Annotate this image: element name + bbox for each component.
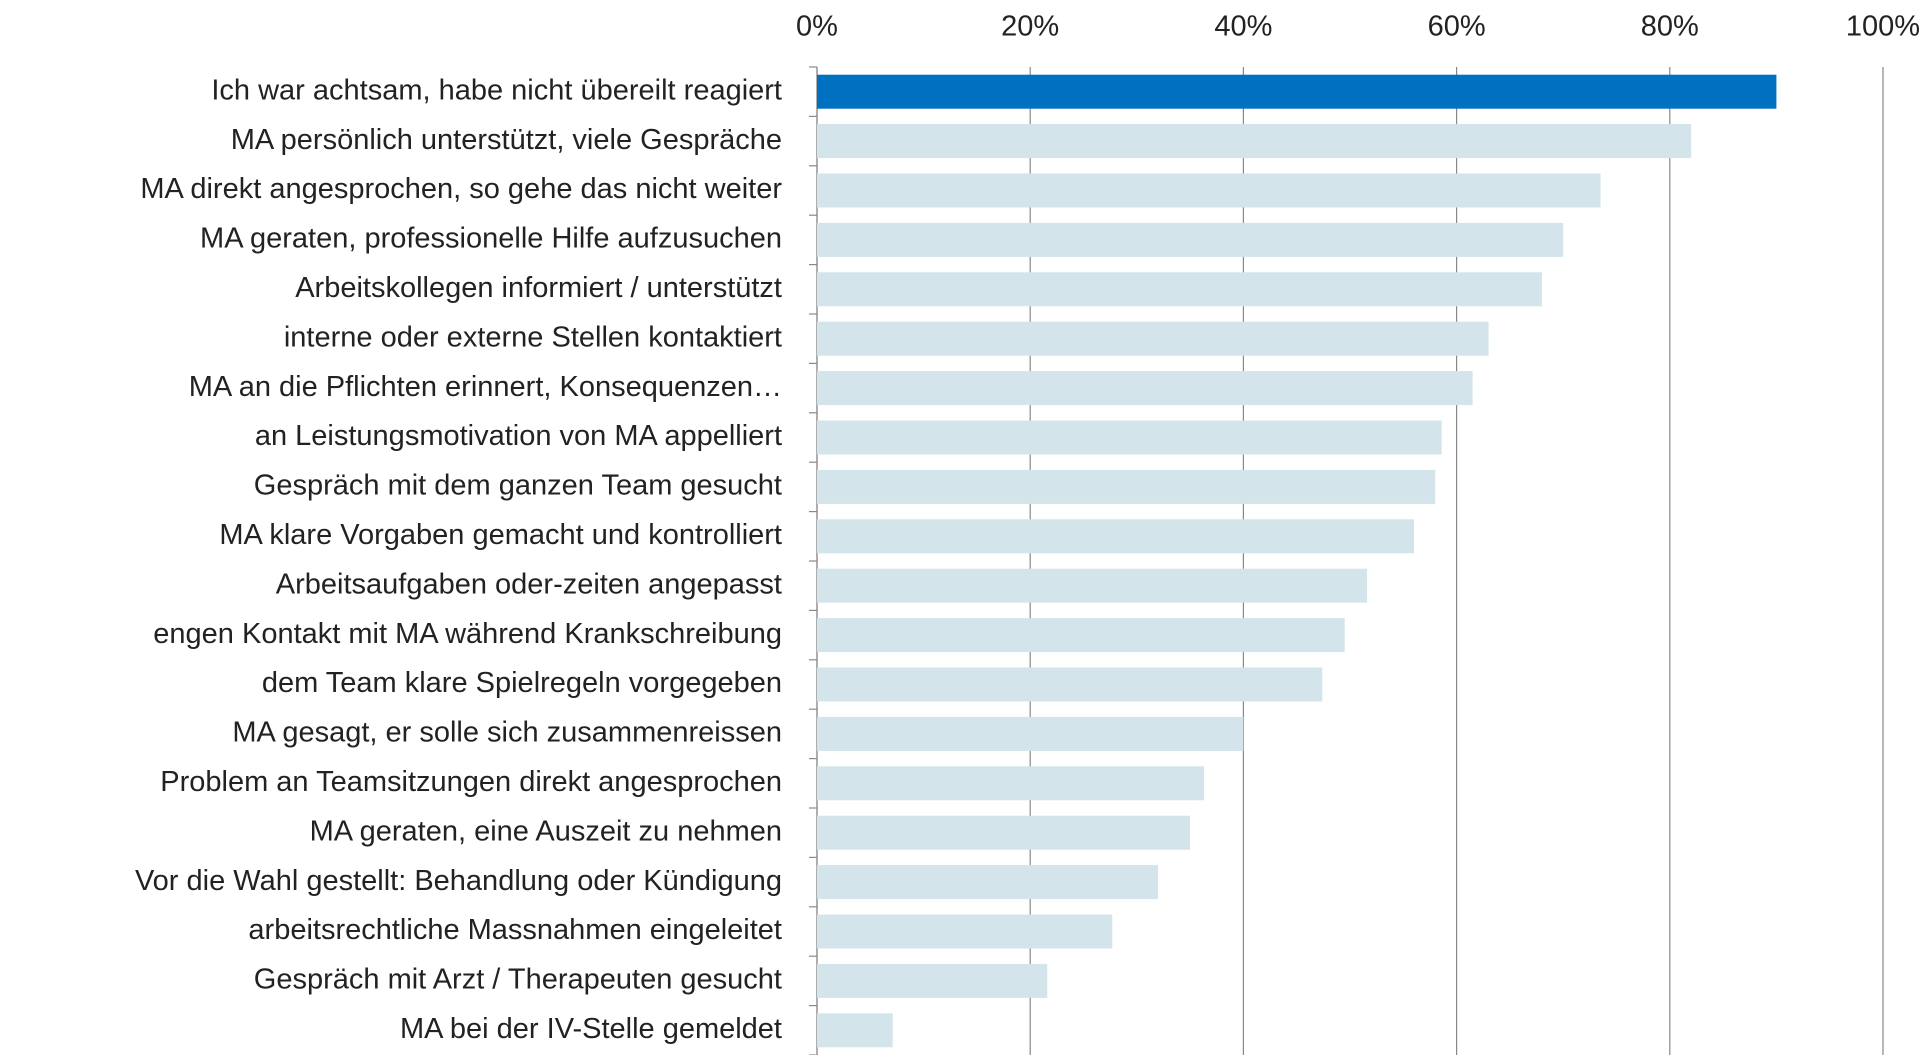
bar <box>817 173 1601 208</box>
bar <box>817 124 1692 159</box>
y-tick-label: Arbeitsaufgaben oder-zeiten angepasst <box>276 568 782 600</box>
x-tick-label: 40% <box>1214 11 1272 43</box>
y-tick-label: MA geraten, professionelle Hilfe aufzusu… <box>200 223 782 255</box>
bar <box>817 667 1323 702</box>
bar <box>817 469 1436 504</box>
bar <box>817 1013 893 1048</box>
bar <box>817 321 1489 356</box>
y-tick-label: MA direkt angesprochen, so gehe das nich… <box>140 173 782 205</box>
y-tick-label: an Leistungsmotivation von MA appelliert <box>255 420 782 452</box>
y-tick-label: dem Team klare Spielregeln vorgegeben <box>262 667 782 699</box>
y-tick-label: MA persönlich unterstützt, viele Gespräc… <box>231 124 782 156</box>
bar <box>817 914 1113 949</box>
bar <box>817 716 1244 751</box>
x-tick-label: 100% <box>1846 11 1920 43</box>
y-tick-label: arbeitsrechtliche Massnahmen eingeleitet <box>248 914 782 946</box>
y-tick-label: MA an die Pflichten erinnert, Konsequenz… <box>189 371 782 403</box>
y-tick-label: MA gesagt, er solle sich zusammenreissen <box>232 717 782 749</box>
bar <box>817 272 1542 307</box>
bar <box>817 568 1368 603</box>
y-tick-label: MA geraten, eine Auszeit zu nehmen <box>310 815 782 847</box>
y-tick-label: interne oder externe Stellen kontaktiert <box>284 321 782 353</box>
bar <box>817 222 1564 257</box>
y-tick-label: Gespräch mit dem ganzen Team gesucht <box>254 470 782 502</box>
y-tick-label: Arbeitskollegen informiert / unterstützt <box>295 272 782 304</box>
bar <box>817 618 1345 653</box>
y-tick-label: Gespräch mit Arzt / Therapeuten gesucht <box>254 964 782 996</box>
bar <box>817 519 1414 554</box>
x-tick-label: 80% <box>1641 11 1699 43</box>
bar <box>817 420 1442 455</box>
y-tick-label: MA klare Vorgaben gemacht und kontrollie… <box>219 519 782 551</box>
y-tick-label: Problem an Teamsitzungen direkt angespro… <box>160 766 782 798</box>
bar <box>817 766 1204 801</box>
y-tick-label: engen Kontakt mit MA während Krankschrei… <box>153 618 782 650</box>
bar <box>817 815 1191 850</box>
y-tick-label: Ich war achtsam, habe nicht übereilt rea… <box>211 74 782 106</box>
x-tick-label: 0% <box>796 11 838 43</box>
x-tick-label: 60% <box>1428 11 1486 43</box>
bar <box>817 74 1777 109</box>
x-tick-label: 20% <box>1001 11 1059 43</box>
bar <box>817 865 1159 900</box>
y-tick-label: MA bei der IV-Stelle gemeldet <box>400 1013 782 1045</box>
bar <box>817 963 1048 998</box>
bar <box>817 371 1473 406</box>
y-tick-label: Vor die Wahl gestellt: Behandlung oder K… <box>135 865 782 897</box>
